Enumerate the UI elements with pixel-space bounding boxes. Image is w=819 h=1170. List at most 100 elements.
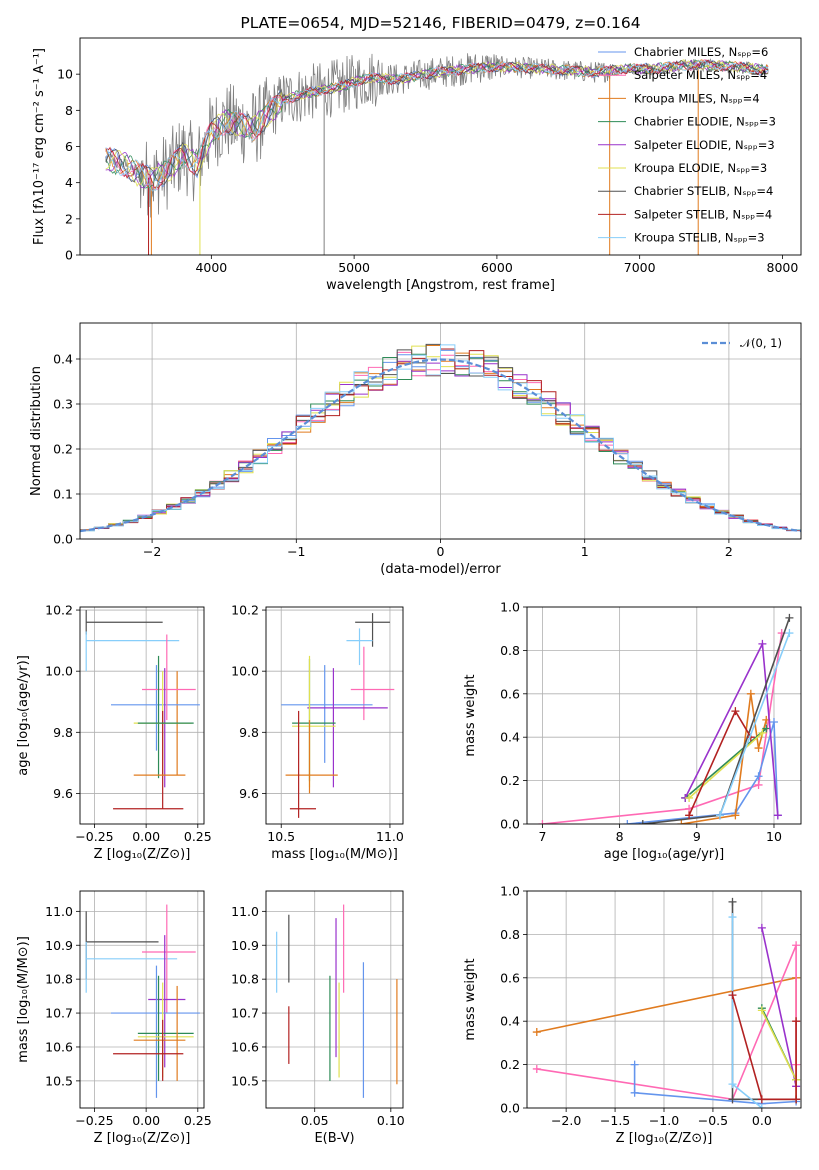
model-spectrum-line — [105, 60, 769, 192]
axes-frame — [526, 606, 802, 825]
y-tick-label: 9.8 — [53, 725, 73, 740]
x-tick-label: 8 — [616, 829, 624, 844]
axes-frame — [79, 606, 205, 825]
weight-point-marker — [728, 991, 737, 1000]
x-tick-label: 0.00 — [132, 829, 160, 844]
legend-label: Kroupa STELIB, Nₛₚₚ=3 — [634, 231, 765, 245]
plot-area — [80, 343, 801, 533]
y-tick-label: 0.8 — [500, 927, 520, 942]
weight-point-marker — [758, 639, 767, 648]
weight-point-marker — [754, 780, 763, 789]
y-tick-label: 11.0 — [45, 904, 73, 919]
x-axis-label: (data-model)/error — [380, 562, 501, 577]
x-axis-label: Z [log₁₀(Z/Z⊙)] — [616, 1131, 713, 1146]
panel-residuals: −2 −1 0 1 2 0.0 0.1 0.2 0.3 0.4 𝒩(0, 1) (data-model… — [29, 322, 802, 577]
y-tick-label: 9.6 — [239, 786, 259, 801]
y-tick-label: 0.2 — [500, 773, 520, 788]
panel-age-vs-Z: −0.25 0.00 0.25 9.6 9.8 10.0 10.2 Z [log₁₀(Z/Z⊙… — [16, 603, 212, 862]
weight-point-marker — [731, 811, 740, 820]
y-axis-label: mass weight — [463, 674, 478, 756]
axes-frame — [79, 37, 802, 256]
y-tick-label: 0.8 — [500, 643, 520, 658]
y-tick-label: 9.8 — [239, 725, 259, 740]
panel-massweight-vs-Z: −2.0 −1.5 −1.0 −0.5 0.0 0.0 0.2 0.4 0.6 0.8 1.0 Z [… — [463, 884, 802, 1146]
weight-point-marker — [728, 1095, 737, 1104]
weight-point-marker — [754, 744, 763, 753]
x-axis-label: E(B-V) — [314, 1131, 354, 1146]
y-tick-label: 0.6 — [500, 686, 520, 701]
y-tick-label: 10.6 — [45, 1039, 73, 1054]
y-tick-label: 10.0 — [231, 664, 259, 679]
y-tick-label: 0.2 — [53, 442, 73, 457]
y-axis-label: mass weight — [463, 958, 478, 1040]
weight-point-marker — [757, 923, 766, 932]
weight-point-marker — [785, 629, 794, 638]
y-tick-label: 10.8 — [45, 972, 73, 987]
weight-line — [542, 632, 783, 824]
weight-point-marker — [538, 820, 547, 824]
y-tick-label: 10.9 — [231, 938, 259, 953]
weight-line — [731, 994, 797, 1101]
legend-label: Salpeter STELIB, Nₛₚₚ=4 — [634, 207, 772, 221]
x-tick-label: 5000 — [338, 260, 370, 275]
x-tick-label: 10 — [766, 829, 782, 844]
y-tick-label: 10.5 — [231, 1073, 259, 1088]
weight-point-marker — [746, 689, 755, 698]
y-tick-label: 0.0 — [500, 817, 520, 832]
axes-frame — [526, 890, 802, 1109]
weight-point-marker — [728, 913, 737, 922]
x-tick-label: 0.0 — [752, 1113, 772, 1128]
y-tick-label: 10.8 — [231, 972, 259, 987]
weight-point-marker — [758, 728, 767, 737]
weight-point-marker — [773, 811, 782, 820]
legend-label: Salpeter ELODIE, Nₛₚₚ=3 — [634, 138, 775, 152]
x-axis-label: Z [log₁₀(Z/Z⊙)] — [94, 847, 191, 862]
weight-line — [719, 632, 791, 816]
model-spectrum-line — [105, 59, 769, 187]
y-tick-label: 10.2 — [45, 603, 73, 618]
x-tick-label: 7 — [538, 829, 546, 844]
axes-frame — [265, 890, 404, 1109]
legend: Chabrier MILES, Nₛₚₚ=6 Salpeter MILES, Nₛ… — [598, 45, 776, 245]
y-tick-label: 0.6 — [500, 970, 520, 985]
x-tick-label: 10.5 — [267, 829, 295, 844]
x-tick-label: 0.10 — [377, 1113, 405, 1128]
legend-label: Salpeter MILES, Nₛₚₚ=4 — [634, 68, 767, 82]
x-tick-label: 9 — [693, 829, 701, 844]
y-tick-label: 8 — [65, 103, 73, 118]
plot-area — [538, 613, 794, 824]
panel-age-vs-mass: 10.5 11.0 9.6 9.8 10.0 10.2 mass [log₁₀(M/M⊙)] — [231, 603, 404, 862]
legend: 𝒩(0, 1) — [702, 336, 782, 350]
weight-point-marker — [785, 613, 794, 622]
y-axis-label: Normed distribution — [29, 366, 44, 496]
y-axis-label: mass [log₁₀(M/M⊙)] — [16, 936, 31, 1063]
legend-label: Kroupa ELODIE, Nₛₚₚ=3 — [634, 161, 767, 175]
weight-point-marker — [731, 707, 740, 716]
x-tick-label: −0.5 — [698, 1113, 728, 1128]
weight-point-marker — [792, 1017, 801, 1026]
weight-point-marker — [677, 820, 686, 824]
weight-point-marker — [792, 941, 801, 950]
plot-area — [105, 53, 769, 255]
weight-point-marker — [757, 1006, 766, 1015]
x-tick-label: 0.25 — [184, 1113, 212, 1128]
weight-line — [633, 1064, 797, 1105]
x-tick-label: 8000 — [767, 260, 799, 275]
y-tick-label: 6 — [65, 139, 73, 154]
legend-label: Chabrier ELODIE, Nₛₚₚ=3 — [634, 115, 776, 129]
legend-label: 𝒩(0, 1) — [740, 336, 782, 350]
x-tick-label: 11.0 — [376, 829, 404, 844]
y-tick-label: 0.1 — [53, 487, 73, 502]
weight-point-marker — [728, 1080, 737, 1089]
x-tick-label: 0.25 — [184, 829, 212, 844]
weight-point-marker — [630, 1088, 639, 1097]
y-tick-label: 10.5 — [45, 1073, 73, 1088]
y-tick-label: 10.7 — [45, 1006, 73, 1021]
panel-mass-vs-Z: −0.25 0.00 0.25 10.5 10.6 10.7 10.8 10.9 11.0 Z [… — [16, 890, 212, 1146]
weight-point-marker — [769, 718, 778, 727]
panel-massweight-vs-age: 7 8 9 10 0.0 0.2 0.4 0.6 0.8 1.0 age [log₁₀(age/yr… — [463, 600, 802, 862]
legend-label: Chabrier MILES, Nₛₚₚ=6 — [634, 45, 768, 59]
weight-point-marker — [754, 772, 763, 781]
y-tick-label: 10.0 — [45, 664, 73, 679]
